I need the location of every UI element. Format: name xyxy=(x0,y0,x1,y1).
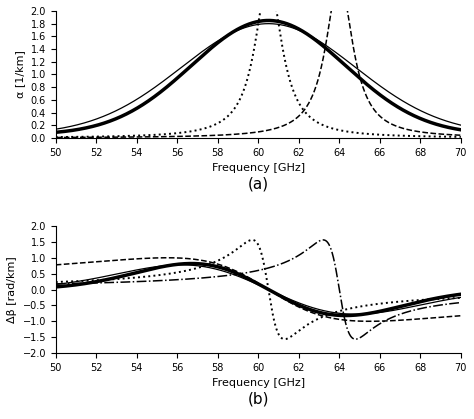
X-axis label: Frequency [GHz]: Frequency [GHz] xyxy=(212,163,305,173)
Y-axis label: α [1/km]: α [1/km] xyxy=(15,51,25,98)
Text: (a): (a) xyxy=(248,176,269,191)
X-axis label: Frequency [GHz]: Frequency [GHz] xyxy=(212,378,305,388)
Text: (b): (b) xyxy=(247,391,269,406)
Y-axis label: Δβ [rad/km]: Δβ [rad/km] xyxy=(7,256,17,323)
